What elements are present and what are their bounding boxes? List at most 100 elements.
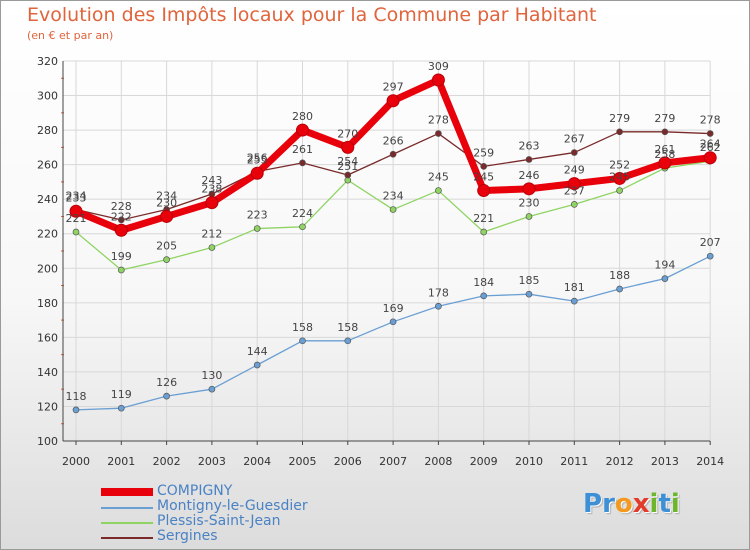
data-point-plessis-saint-jean [208,244,216,251]
data-point-montigny-le-guesdier [208,385,216,393]
data-point-compigny [69,204,83,218]
data-label-compigny: 252 [609,158,630,171]
data-label-sergines: 278 [700,114,721,127]
y-tick-label: 220 [37,228,58,241]
data-point-sergines [299,159,306,167]
data-label-sergines: 261 [292,143,313,156]
logo-letter: x [632,489,650,519]
data-label-montigny-le-guesdier: 130 [201,369,222,382]
data-point-compigny [341,140,355,154]
x-tick-label: 2003 [198,455,226,468]
data-point-montigny-le-guesdier [435,302,442,310]
data-label-compigny: 261 [654,143,675,156]
data-point-sergines [435,130,442,137]
y-tick-label: 100 [37,435,58,448]
legend-swatch [101,507,153,509]
data-label-sergines: 234 [66,190,87,203]
y-tick-label: 180 [37,297,58,310]
data-point-compigny [613,171,627,185]
data-point-sergines [661,128,669,136]
data-label-plessis-saint-jean: 245 [609,171,630,184]
x-tick-label: 2001 [107,455,135,468]
data-label-montigny-le-guesdier: 118 [66,390,87,403]
data-label-compigny: 270 [337,127,358,140]
data-label-montigny-le-guesdier: 169 [383,302,404,315]
data-point-compigny [567,177,581,191]
logo-letter: r [602,489,615,519]
y-tick-label: 260 [37,159,58,172]
y-tick-label: 140 [37,366,58,379]
data-label-plessis-saint-jean: 258 [654,148,675,161]
data-label-plessis-saint-jean: 234 [383,190,404,203]
data-point-plessis-saint-jean [117,266,125,274]
y-tick-label: 280 [37,124,58,137]
data-point-montigny-le-guesdier [706,252,714,260]
logo-letter: t [658,489,671,519]
data-label-montigny-le-guesdier: 181 [564,281,585,294]
data-label-sergines: 234 [156,190,177,203]
data-label-sergines: 256 [247,152,268,165]
data-label-compigny: 264 [700,138,721,151]
data-label-compigny: 233 [66,191,87,204]
x-tick-label: 2007 [379,455,407,468]
data-point-sergines [525,156,533,163]
legend-label: Plessis-Saint-Jean [157,513,281,529]
data-label-compigny: 249 [564,164,585,177]
x-tick-label: 2006 [334,455,362,468]
x-tick-label: 2000 [62,455,90,468]
data-point-montigny-le-guesdier [299,337,306,345]
data-label-compigny: 255 [247,153,268,166]
data-label-montigny-le-guesdier: 119 [111,388,132,401]
data-point-sergines [344,171,352,179]
data-label-montigny-le-guesdier: 188 [609,269,630,282]
y-tick-label: 160 [37,331,58,344]
logo-letter: P [583,489,603,519]
data-point-plessis-saint-jean [389,206,397,213]
data-label-compigny: 245 [473,171,494,184]
x-tick-label: 2008 [424,455,452,468]
data-label-plessis-saint-jean: 223 [247,209,268,222]
data-point-sergines [616,128,623,136]
legend-label: COMPIGNY [157,483,233,499]
x-tick-label: 2004 [243,455,271,468]
chart-subtitle: (en € et par an) [27,29,114,42]
y-tick-label: 240 [37,193,58,206]
data-point-sergines [480,163,488,170]
legend-label: Montigny-le-Guesdier [157,498,308,514]
data-point-plessis-saint-jean [525,213,533,220]
chart-title: Evolution des Impôts locaux pour la Comm… [27,4,597,26]
data-point-plessis-saint-jean [163,256,170,263]
y-tick-label: 120 [37,400,58,413]
data-point-compigny [386,94,400,108]
data-point-montigny-le-guesdier [525,290,533,298]
logo-letter: o [614,489,633,519]
data-label-compigny: 297 [383,81,404,94]
data-label-compigny: 222 [111,210,132,223]
data-label-plessis-saint-jean: 237 [564,184,585,197]
x-tick-label: 2010 [515,455,543,468]
data-point-plessis-saint-jean [253,225,261,232]
data-label-plessis-saint-jean: 205 [156,240,177,253]
data-label-sergines: 267 [564,133,585,146]
x-tick-label: 2012 [606,455,634,468]
data-label-montigny-le-guesdier: 178 [428,286,449,299]
proxiti-logo: Proxiti [583,489,680,519]
data-point-compigny [431,73,445,87]
data-label-montigny-le-guesdier: 194 [654,259,675,272]
x-tick-label: 2014 [696,455,724,468]
data-point-compigny [658,156,672,170]
data-label-plessis-saint-jean: 251 [337,160,358,173]
x-tick-label: 2013 [651,455,679,468]
x-tick-label: 2002 [153,455,181,468]
data-label-plessis-saint-jean: 221 [473,212,494,225]
data-point-plessis-saint-jean [299,223,306,231]
data-label-sergines: 279 [654,112,675,125]
data-point-compigny [160,209,174,223]
data-label-montigny-le-guesdier: 207 [700,236,721,249]
data-label-sergines: 278 [428,114,449,127]
data-label-compigny: 238 [201,183,222,196]
data-point-plessis-saint-jean [480,228,488,236]
data-point-plessis-saint-jean [616,187,623,194]
data-point-compigny [522,182,536,196]
